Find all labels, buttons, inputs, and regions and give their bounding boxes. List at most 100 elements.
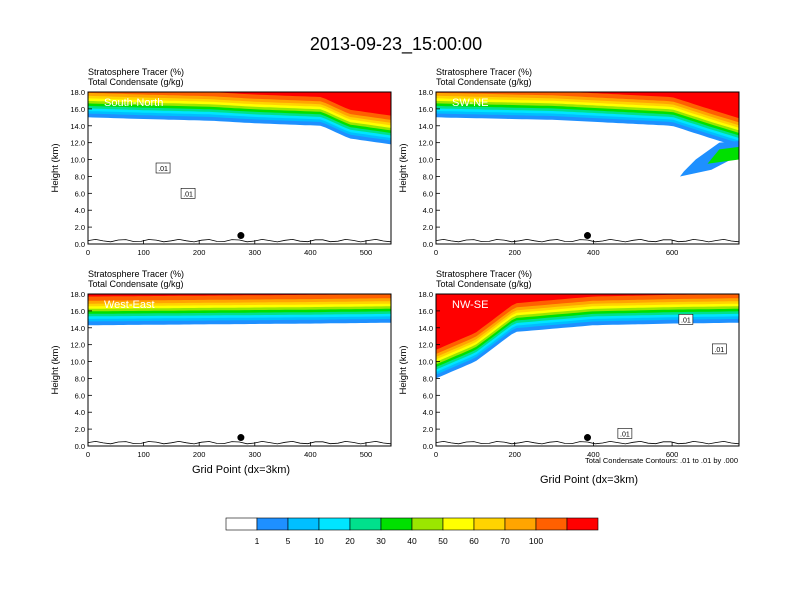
- panel-header-condensate: Total Condensate (g/kg): [88, 279, 184, 289]
- contour-label-box: [712, 343, 727, 355]
- contour-label-box: [617, 428, 633, 439]
- location-marker-dot: [237, 232, 245, 240]
- x-tick-label: 500: [360, 248, 373, 257]
- y-tick-label: 4.0: [75, 206, 85, 215]
- x-tick-label: 300: [249, 450, 262, 459]
- contour-label: .01: [158, 166, 168, 173]
- colorbar-label: 1: [255, 536, 260, 546]
- x-tick-label: 0: [434, 450, 438, 459]
- x-axis-label-left: Grid Point (dx=3km): [192, 464, 290, 476]
- terrain-line: [436, 440, 739, 445]
- panel-nw-se: .01 .01 .01 NW-SE Stratosphere Tracer (%)Tot…: [398, 269, 740, 459]
- colorbar-label: 100: [529, 536, 543, 546]
- colorbar-swatch: [349, 517, 382, 531]
- y-tick-label: 6.0: [75, 391, 85, 400]
- tracer-band-level-11: [436, 294, 739, 350]
- x-tick-label: 400: [587, 248, 600, 257]
- x-tick-label: 100: [137, 450, 150, 459]
- y-tick-label: 2.0: [423, 223, 433, 232]
- y-tick-label: 14.0: [70, 122, 85, 131]
- y-tick-label: 10.0: [418, 358, 433, 367]
- contour-label: .01: [714, 347, 724, 354]
- x-tick-label: 100: [137, 248, 150, 257]
- colorbar-label: 20: [345, 536, 355, 546]
- y-tick-label: 4.0: [423, 206, 433, 215]
- colorbar-label: 10: [314, 536, 324, 546]
- x-axis-label-right: Grid Point (dx=3km): [540, 474, 638, 486]
- y-tick-label: 8.0: [423, 374, 433, 383]
- plot-area: [88, 92, 391, 244]
- location-marker-dot: [237, 434, 245, 442]
- colorbar-label: 40: [407, 536, 417, 546]
- y-tick-label: 18.0: [418, 290, 433, 299]
- y-tick-label: 0.0: [423, 442, 433, 451]
- panel-header-tracer: Stratosphere Tracer (%): [88, 67, 184, 77]
- x-tick-label: 200: [508, 248, 521, 257]
- x-tick-label: 0: [86, 450, 90, 459]
- panel-south-north: .01 .01 South-North Stratosphere Tracer (%)…: [50, 67, 392, 257]
- x-tick-label: 500: [360, 450, 373, 459]
- y-tick-label: 12.0: [418, 341, 433, 350]
- y-tick-label: 0.0: [423, 240, 433, 249]
- panel-header-condensate: Total Condensate (g/kg): [436, 77, 532, 87]
- panel-west-east: West-East Stratosphere Tracer (%)Total Co…: [50, 269, 392, 459]
- plot-frame: [435, 91, 740, 245]
- x-tick-label: 600: [666, 248, 679, 257]
- colorbar-label: 50: [438, 536, 448, 546]
- colorbar-swatch: [566, 517, 599, 531]
- tracer-band-level-11: [88, 294, 391, 297]
- panel-label: SW-NE: [452, 97, 488, 109]
- contour-label: .01: [681, 317, 691, 324]
- colorbar-swatch: [225, 517, 258, 531]
- y-tick-label: 8.0: [75, 374, 85, 383]
- contour-label: .01: [183, 191, 193, 198]
- y-tick-label: 14.0: [70, 324, 85, 333]
- y-tick-label: 4.0: [423, 408, 433, 417]
- plot-area: [88, 294, 391, 446]
- x-tick-label: 200: [193, 450, 206, 459]
- panel-label: West-East: [104, 299, 155, 311]
- contour-note: Total Condensate Contours: .01 to .01 by…: [585, 456, 738, 465]
- plot-frame: [435, 293, 740, 447]
- x-tick-label: 200: [193, 248, 206, 257]
- colorbar-swatch: [442, 517, 475, 531]
- tracer-intrusion-inner: [707, 146, 739, 164]
- x-tick-label: 200: [508, 450, 521, 459]
- y-tick-label: 10.0: [70, 358, 85, 367]
- y-tick-label: 8.0: [75, 172, 85, 181]
- x-tick-label: 0: [86, 248, 90, 257]
- x-tick-label: 300: [249, 248, 262, 257]
- y-tick-label: 2.0: [75, 223, 85, 232]
- y-tick-label: 2.0: [75, 425, 85, 434]
- contour-label-box: [180, 188, 196, 199]
- panel-header-condensate: Total Condensate (g/kg): [436, 279, 532, 289]
- colorbar-label: 5: [286, 536, 291, 546]
- colorbar-label: 30: [376, 536, 386, 546]
- y-tick-label: 14.0: [418, 324, 433, 333]
- y-tick-label: 16.0: [418, 105, 433, 114]
- colorbar: 1 5 10 20 30 40 50 60 70 100: [225, 517, 599, 546]
- y-tick-label: 6.0: [75, 189, 85, 198]
- figure-title: 2013-09-23_15:00:00: [310, 34, 482, 55]
- x-tick-label: 400: [587, 450, 600, 459]
- colorbar-swatch: [473, 517, 506, 531]
- x-tick-label: 400: [304, 248, 317, 257]
- panel-sw-ne: SW-NE Stratosphere Tracer (%)Total Conden…: [398, 67, 740, 257]
- plot-area: [436, 294, 739, 446]
- y-tick-label: 2.0: [423, 425, 433, 434]
- panel-label: NW-SE: [452, 299, 488, 311]
- x-tick-label: 600: [666, 450, 679, 459]
- y-tick-label: 16.0: [418, 307, 433, 316]
- location-marker-dot: [584, 434, 591, 442]
- panel-header-tracer: Stratosphere Tracer (%): [436, 67, 532, 77]
- contour-label-box: [155, 162, 171, 174]
- y-tick-label: 0.0: [75, 442, 85, 451]
- y-axis-title: Height (km): [50, 345, 61, 394]
- plot-frame: [87, 91, 392, 245]
- y-tick-label: 6.0: [423, 189, 433, 198]
- tracer-band-level-10: [436, 294, 739, 354]
- y-tick-label: 4.0: [75, 408, 85, 417]
- terrain-line: [436, 238, 739, 243]
- y-tick-label: 16.0: [70, 105, 85, 114]
